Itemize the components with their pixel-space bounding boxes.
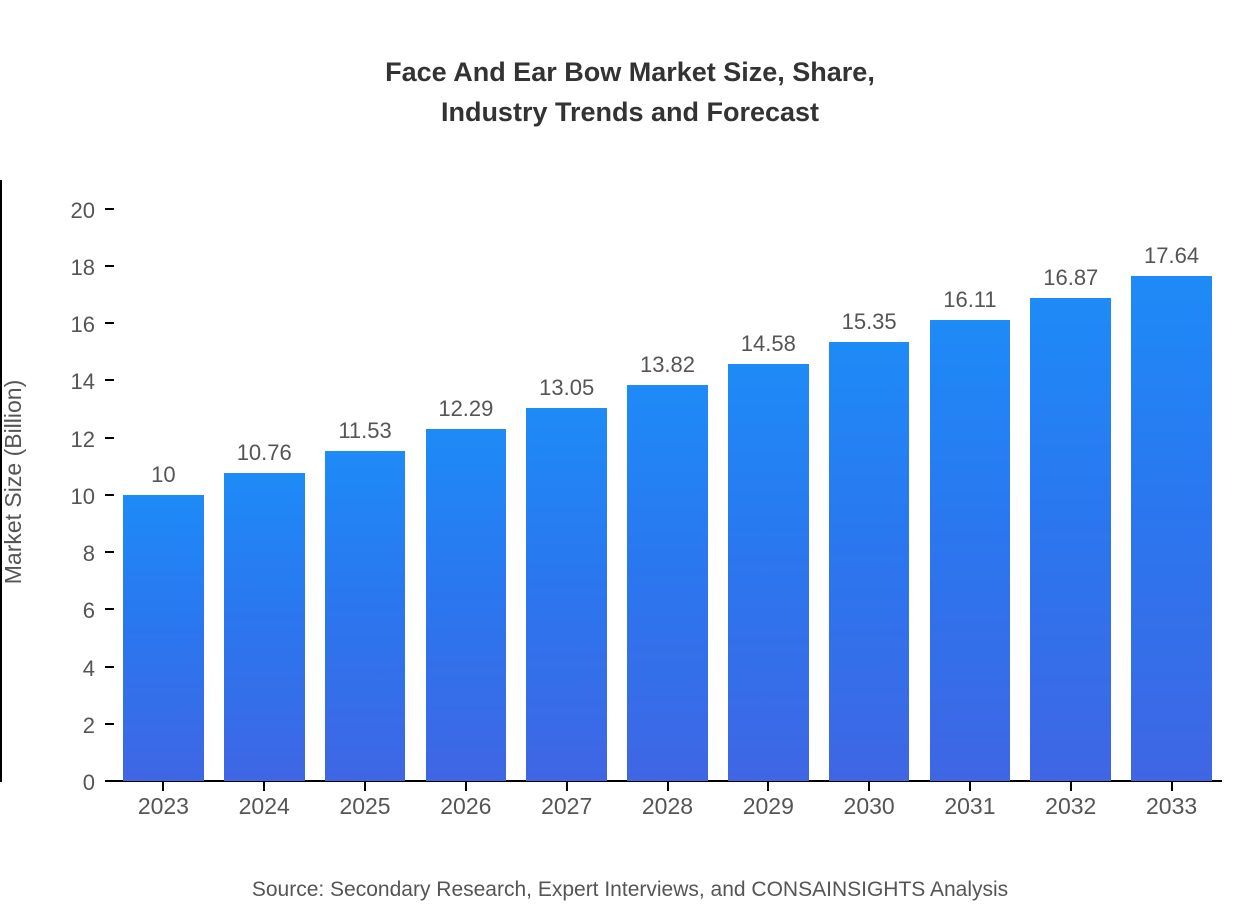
bar-value-label: 13.05 — [539, 374, 595, 400]
y-axis-tick-label: 14 — [70, 369, 95, 395]
bar[interactable] — [1131, 276, 1212, 781]
y-axis-tick-label: 4 — [82, 655, 95, 681]
x-axis-tick-label: 2029 — [742, 793, 794, 819]
x-axis-spine — [113, 780, 1222, 782]
y-axis-tick — [105, 665, 114, 668]
y-axis-tick — [105, 551, 114, 554]
y-axis-tick-label: 0 — [82, 770, 95, 795]
y-axis-tick — [105, 780, 114, 782]
bar-value-label: 14.58 — [740, 330, 796, 356]
bar-value-label: 13.82 — [639, 352, 696, 378]
x-axis-tick — [162, 782, 165, 791]
x-axis-tick-label: 2030 — [843, 793, 895, 819]
chart-title: Face And Ear Bow Market Size, Share, Ind… — [0, 52, 1260, 132]
bar[interactable] — [828, 341, 910, 781]
y-axis-spine — [0, 180, 2, 782]
chart-title-line-1: Face And Ear Bow Market Size, Share, — [385, 57, 875, 87]
x-axis-tick-label: 2028 — [641, 793, 694, 819]
x-axis-tick-label: 2032 — [1045, 793, 1097, 819]
y-axis-tick — [105, 436, 114, 439]
y-axis-label: Market Size (Billion) — [0, 379, 26, 585]
bar-value-label: 11.53 — [338, 418, 392, 444]
source-note: Source: Secondary Research, Expert Inter… — [251, 878, 1009, 901]
bar-value-label: 10 — [151, 461, 176, 487]
y-axis-tick-label: 10 — [70, 483, 95, 509]
y-axis-tick-label: 12 — [70, 426, 95, 452]
y-axis-tick-label: 6 — [82, 598, 95, 624]
y-axis-tick — [105, 322, 114, 325]
bar-value-label: 12.29 — [438, 396, 494, 422]
bar-value-label: 16.87 — [1043, 265, 1099, 291]
bar[interactable] — [223, 473, 305, 781]
bar[interactable] — [1030, 298, 1112, 781]
x-axis-tick-label: 2023 — [137, 793, 189, 819]
bar-value-label: 10.76 — [236, 440, 292, 466]
bar[interactable] — [324, 451, 406, 781]
y-axis-tick-label: 8 — [82, 541, 95, 567]
y-axis-tick-label: 2 — [82, 712, 95, 738]
bar-value-label: 17.64 — [1144, 243, 1200, 269]
bar[interactable] — [123, 494, 204, 781]
y-axis-tick — [105, 379, 114, 382]
x-axis-tick — [464, 782, 467, 791]
x-axis-tick — [868, 782, 871, 791]
x-axis-tick-label: 2033 — [1145, 793, 1198, 819]
y-axis-tick-label: 16 — [70, 312, 95, 338]
bar-value-label: 15.35 — [841, 308, 897, 334]
bar[interactable] — [526, 407, 607, 781]
x-axis-tick — [767, 782, 770, 791]
x-axis-tick-label: 2024 — [238, 793, 290, 819]
y-axis-tick — [105, 207, 114, 210]
y-axis-tick — [105, 722, 114, 725]
x-axis-tick-label: 2027 — [541, 793, 593, 819]
x-axis-tick-label: 2031 — [944, 793, 996, 819]
x-axis-tick — [968, 782, 971, 791]
bar[interactable] — [425, 429, 507, 781]
x-axis-tick — [1069, 782, 1072, 791]
x-axis-tick — [565, 782, 568, 791]
chart-title-line-2: Industry Trends and Forecast — [440, 97, 820, 127]
y-axis-tick-label: 20 — [70, 197, 95, 223]
y-axis-tick — [105, 493, 114, 496]
x-axis-tick-label: 2026 — [440, 793, 492, 819]
x-axis-tick — [666, 782, 669, 791]
x-axis-tick — [364, 782, 367, 791]
y-axis-tick — [105, 264, 114, 267]
bar[interactable] — [727, 363, 809, 781]
x-axis-tick — [1170, 782, 1173, 791]
bar[interactable] — [929, 319, 1011, 781]
y-axis-tick — [105, 608, 114, 611]
y-axis-tick-label: 18 — [70, 254, 95, 280]
x-axis-tick — [263, 782, 266, 791]
x-axis-tick-label: 2025 — [339, 793, 391, 819]
bar-value-label: 16.11 — [943, 286, 997, 312]
bar[interactable] — [627, 385, 708, 781]
